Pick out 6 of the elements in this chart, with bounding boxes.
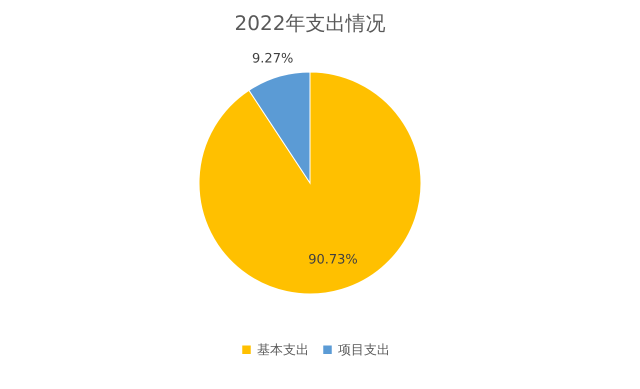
legend-label: 基本支出 [257,342,309,358]
data-label: 90.73% [308,252,358,268]
data-label: 9.27% [252,51,294,66]
chart-title: 2022年支出情况 [234,11,386,35]
pie-slice [198,72,422,294]
legend-label: 项目支出 [338,342,390,358]
